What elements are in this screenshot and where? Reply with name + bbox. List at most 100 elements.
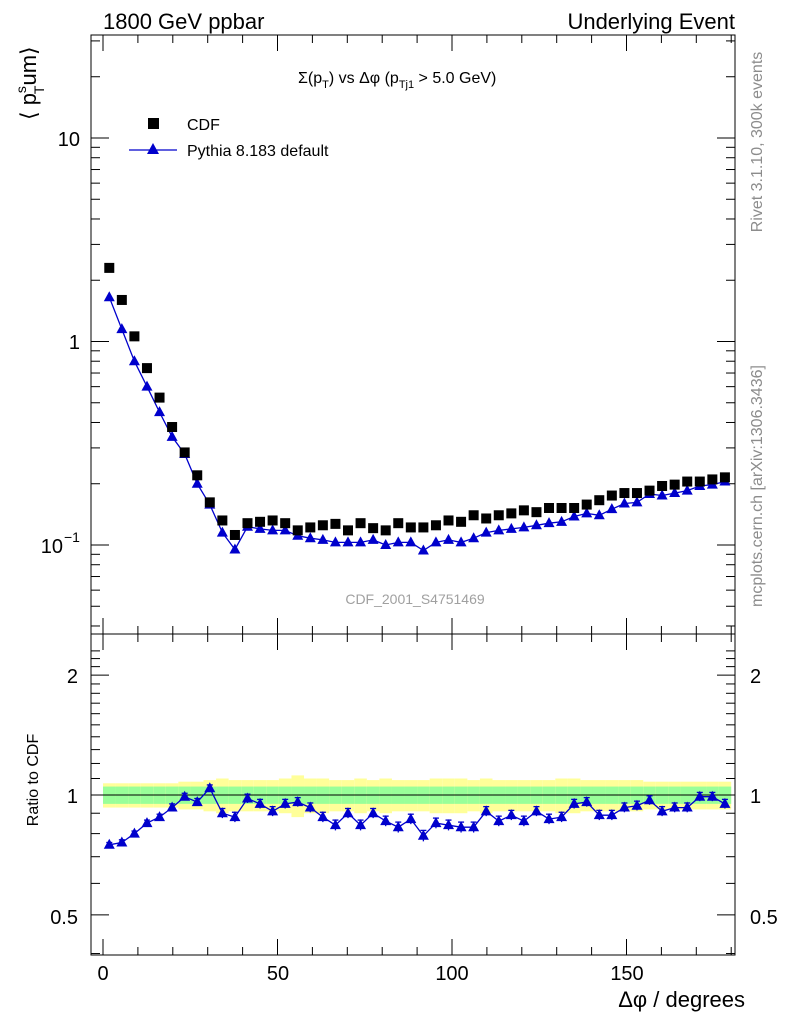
ratio-pythia-point [556,811,568,822]
cdf-point [179,447,190,458]
cdf-point [456,516,467,527]
cdf-point [707,474,718,485]
pythia-point [606,503,618,514]
ratio-pythia-point [694,790,706,801]
ratio-pythia-point [154,811,166,822]
pythia-point [267,524,279,535]
legend-cdf-label: CDF [187,117,220,134]
pythia-point [103,291,115,302]
ratio-pythia-point [141,817,153,828]
x-tick-label-150: 150 [610,963,643,985]
pythia-point [317,533,329,544]
pythia-point [279,524,291,535]
ratio-pythia-point [417,829,429,840]
ratio-pythia-point [593,809,605,820]
ratio-pythia-point [568,797,580,808]
pythia-point [618,497,630,508]
cdf-point [217,515,228,526]
title-sub-2: Tj1 [399,79,414,91]
cdf-point [569,502,580,513]
ratio-pythia-point [179,790,191,801]
pythia-point [505,522,517,533]
cdf-point [581,499,592,510]
cdf-point [116,294,127,305]
ratio-pythia-point [304,801,316,812]
y-label-sub: T [31,85,47,94]
cdf-point [493,510,504,521]
main-title: Σ(pT) vs Δφ (pTj1 > 5.0 GeV) [298,70,496,91]
pythia-point [568,510,580,521]
title-part-1: Σ(p [298,70,322,87]
energy-label: 1800 GeV ppbar [103,9,264,34]
ratio-axis-ticks [91,634,735,955]
y-tick-label-0.1-base: 10 [41,536,63,558]
ratio-panel: 2 1 0.5 2 1 0.5 Ratio to CDF 0 50 100 15… [25,633,778,1012]
ratio-pythia-point [618,801,630,812]
cdf-point [644,485,655,496]
ratio-pythia-point [380,815,392,826]
cdf-point [518,505,529,516]
x-axis-label: Δφ / degrees [618,987,745,1012]
pythia-point [543,517,555,528]
pythia-point [380,539,392,549]
cdf-point [443,515,454,526]
cdf-point [267,515,278,526]
cdf-point [481,513,492,524]
ratio-pythia-point [681,801,693,812]
cdf-point [606,490,617,501]
ratio-pythia-point [430,817,442,828]
ratio-pythia-point [103,838,115,849]
cdf-point [544,502,555,513]
cdf-point [506,508,517,519]
pythia-point [154,406,166,417]
pythia-point [392,536,404,547]
main-panel: 10 1 10 −1 ⟨ ps Tum⟩ Σ(pT) vs Δφ (pTj1 > … [13,34,736,635]
ratio-pythia-point [392,821,404,832]
pythia-point [329,536,341,547]
ratio-pythia-point [116,836,128,847]
ratio-pythia-point [719,797,731,808]
main-data-layer [103,262,731,555]
cdf-point [631,488,642,499]
legend-pythia-label: Pythia 8.183 default [187,143,329,160]
pythia-point [342,536,354,547]
pythia-point [116,323,128,334]
ratio-y-tick-label-0.5-left: 0.5 [50,907,78,929]
ratio-pythia-point [480,805,492,816]
pythia-point [128,355,140,366]
ratio-pythia-point [367,807,379,818]
ratio-pythia-point [493,815,505,826]
ratio-pythia-point [166,801,178,812]
legend: CDF Pythia 8.183 default [129,117,329,160]
pythia-point [229,543,241,554]
x-tick-label-100: 100 [435,963,468,985]
ratio-pythia-point [204,782,216,793]
cdf-point [657,480,668,491]
ratio-pythia-point [191,796,203,807]
process-label: Underlying Event [567,9,735,34]
ratio-pythia-point [543,813,555,824]
pythia-point [141,380,153,391]
pythia-point [593,509,605,520]
pythia-point [581,507,593,518]
pythia-point [681,484,693,495]
pythia-point [430,536,442,547]
ratio-pythia-point [518,815,530,826]
ratio-pythia-point [443,819,455,830]
cdf-point [129,331,140,342]
ratio-data-layer [103,782,731,849]
ratio-pythia-point [530,805,542,816]
ratio-pythia-point [505,809,517,820]
cdf-point [682,476,693,487]
ratio-pythia-point [342,807,354,818]
pythia-line [108,296,726,552]
pythia-point [556,515,568,526]
pythia-point [254,522,266,533]
ratio-pythia-point [468,821,480,832]
y-label-open: ⟨ p [16,93,41,120]
ratio-pythia-point [355,819,367,830]
y-tick-label-0.1-exponent: −1 [64,529,80,545]
main-axis-ticks [91,35,735,634]
title-part-3: > 5.0 GeV) [414,70,496,87]
y-label-rest: um⟩ [16,46,41,85]
